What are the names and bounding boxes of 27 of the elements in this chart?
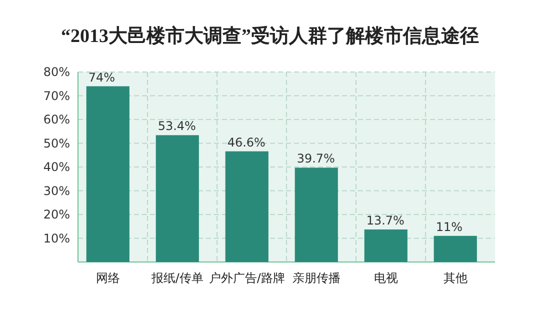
- bar: [156, 135, 199, 262]
- x-tick-label: 报纸/传单: [150, 271, 204, 285]
- data-label: 46.6%: [227, 135, 266, 150]
- bar: [434, 236, 477, 262]
- bar: [225, 151, 268, 262]
- y-tick-label: 40%: [43, 160, 70, 174]
- chart-title: “2013大邑楼市大调查”受访人群了解楼市信息途径: [61, 25, 479, 47]
- data-label: 11%: [436, 220, 463, 234]
- y-tick-label: 80%: [43, 65, 70, 79]
- x-tick-label: 亲朋传播: [292, 271, 340, 285]
- y-tick-label: 60%: [43, 112, 70, 126]
- data-label: 39.7%: [296, 152, 335, 166]
- x-tick-label: 其他: [443, 271, 468, 285]
- data-label: 53.4%: [158, 119, 196, 134]
- data-label: 13.7%: [366, 213, 404, 228]
- bar: [364, 229, 408, 262]
- data-label: 74%: [88, 70, 116, 84]
- x-tick-label: 户外广告/路牌: [208, 271, 285, 285]
- y-tick-label: 10%: [43, 231, 70, 246]
- bar: [86, 86, 130, 262]
- y-tick-label: 20%: [43, 208, 70, 222]
- x-tick-label: 电视: [374, 271, 398, 285]
- y-tick-label: 70%: [43, 88, 70, 103]
- y-tick-label: 50%: [43, 136, 70, 150]
- y-tick-label: 30%: [43, 184, 70, 198]
- bar: [294, 168, 338, 262]
- x-tick-label: 网络: [96, 271, 120, 285]
